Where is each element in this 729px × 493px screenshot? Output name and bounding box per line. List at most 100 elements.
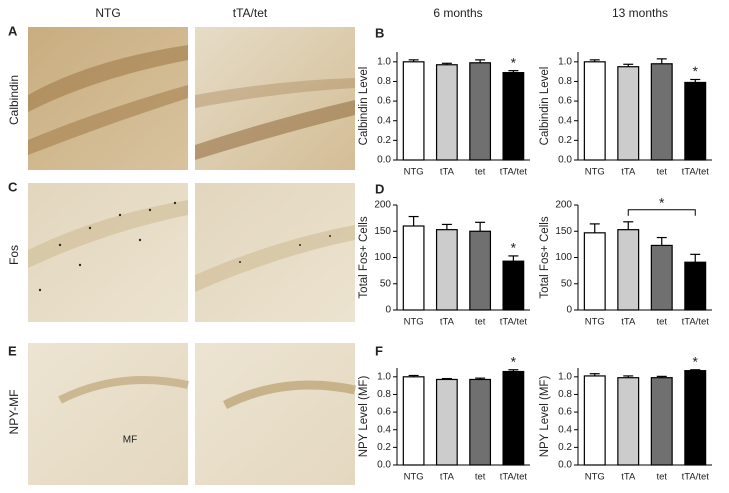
bar <box>502 260 525 311</box>
panel-letter: B <box>375 25 384 40</box>
y-tick-label: 0.6 <box>558 407 572 418</box>
cell-layer <box>195 100 355 160</box>
cell-layer <box>195 78 355 108</box>
x-tick-label: tet <box>656 472 667 483</box>
y-axis-label: Calbindin Level <box>358 67 370 146</box>
bar <box>435 229 458 311</box>
x-tick-label: tTA <box>440 317 455 328</box>
y-tick-label: 0.4 <box>377 115 391 126</box>
image-npy-ntg <box>28 343 188 485</box>
panel-letter: C <box>8 179 18 194</box>
y-axis-label: NPY Level (MF) <box>539 376 551 458</box>
x-tick-label: NTG <box>404 167 424 178</box>
y-axis-label: Calbindin Level <box>539 67 551 146</box>
cell-layer <box>28 85 188 155</box>
y-axis-label: NPY Level (MF) <box>358 376 370 458</box>
cell-layer <box>195 225 355 292</box>
bar <box>502 370 525 466</box>
y-tick-label: 0.4 <box>558 115 572 126</box>
y-tick-label: 0.8 <box>558 389 572 400</box>
bar <box>617 377 640 466</box>
x-tick-label: tet <box>475 472 486 483</box>
row-label: Fos <box>7 245 21 265</box>
x-tick-label: tTA <box>621 167 636 178</box>
image-npy-tta-tet <box>195 343 355 485</box>
x-tick-label: NTG <box>404 317 424 328</box>
y-tick-label: 0.0 <box>377 155 391 166</box>
mossy-fibers <box>222 380 356 410</box>
bar <box>402 376 425 466</box>
bar <box>684 370 707 466</box>
y-tick-label: 0.0 <box>558 155 572 166</box>
bar <box>583 61 606 161</box>
bar <box>435 378 458 466</box>
bar <box>650 377 673 466</box>
significance-mark: * <box>511 54 517 70</box>
y-tick-label: 0.0 <box>377 460 391 471</box>
bar <box>650 63 673 161</box>
x-tick-label: tTA/tet <box>500 167 528 178</box>
bar <box>583 232 606 311</box>
bar <box>650 244 673 311</box>
x-tick-label: tet <box>656 167 667 178</box>
y-tick-label: 150 <box>374 226 391 237</box>
significance-mark: * <box>511 353 517 369</box>
x-tick-label: NTG <box>585 167 605 178</box>
bar <box>684 261 707 311</box>
y-tick-label: 0.0 <box>558 460 572 471</box>
y-axis-label: Total Fos+ Cells <box>539 216 551 298</box>
bar <box>469 230 492 311</box>
y-tick-label: 0.2 <box>377 442 391 453</box>
y-tick-label: 1.0 <box>558 56 572 67</box>
y-tick-label: 150 <box>555 226 572 237</box>
y-tick-label: 1.0 <box>558 371 572 382</box>
y-tick-label: 0.4 <box>558 424 572 435</box>
x-tick-label: tet <box>475 317 486 328</box>
y-tick-label: 0.8 <box>558 76 572 87</box>
x-tick-label: NTG <box>585 317 605 328</box>
panel-letter: E <box>8 343 17 358</box>
bar <box>617 229 640 311</box>
x-tick-label: tTA/tet <box>682 317 710 328</box>
column-header: 6 months <box>433 6 482 20</box>
cell-layer <box>28 200 188 268</box>
y-tick-label: 1.0 <box>377 56 391 67</box>
y-tick-label: 0.2 <box>558 442 572 453</box>
significance-mark: * <box>693 63 699 79</box>
micrographs: MF <box>28 27 356 485</box>
significance-bracket <box>627 209 696 216</box>
x-tick-label: tet <box>475 167 486 178</box>
y-tick-label: 200 <box>555 200 572 211</box>
y-tick-label: 0 <box>385 305 391 316</box>
fos-cells <box>38 201 331 292</box>
x-tick-label: NTG <box>404 472 424 483</box>
image-label: MF <box>123 435 137 446</box>
row-label: NPY-MF <box>7 390 21 435</box>
x-tick-label: tTA/tet <box>500 317 528 328</box>
y-tick-label: 0.8 <box>377 389 391 400</box>
y-tick-label: 0.4 <box>377 424 391 435</box>
panel-letter: D <box>375 181 384 196</box>
significance-mark: * <box>693 353 699 369</box>
y-tick-label: 50 <box>380 278 392 289</box>
panel-letter: A <box>8 23 18 38</box>
y-tick-label: 50 <box>561 278 573 289</box>
x-tick-label: tTA <box>440 167 455 178</box>
bar <box>617 66 640 161</box>
y-tick-label: 0.6 <box>558 96 572 107</box>
y-tick-label: 0 <box>566 305 572 316</box>
y-tick-label: 0.2 <box>558 135 572 146</box>
mossy-fibers <box>58 376 189 404</box>
panel-letter: F <box>375 343 383 358</box>
bar <box>469 62 492 161</box>
bar <box>583 375 606 466</box>
x-tick-label: tTA/tet <box>500 472 528 483</box>
bar <box>402 225 425 311</box>
bar <box>469 378 492 466</box>
significance-mark: * <box>511 240 517 256</box>
y-axis-label: Total Fos+ Cells <box>358 216 370 298</box>
significance-mark: * <box>659 195 665 211</box>
x-tick-label: tTA <box>621 472 636 483</box>
y-tick-label: 0.6 <box>377 407 391 418</box>
